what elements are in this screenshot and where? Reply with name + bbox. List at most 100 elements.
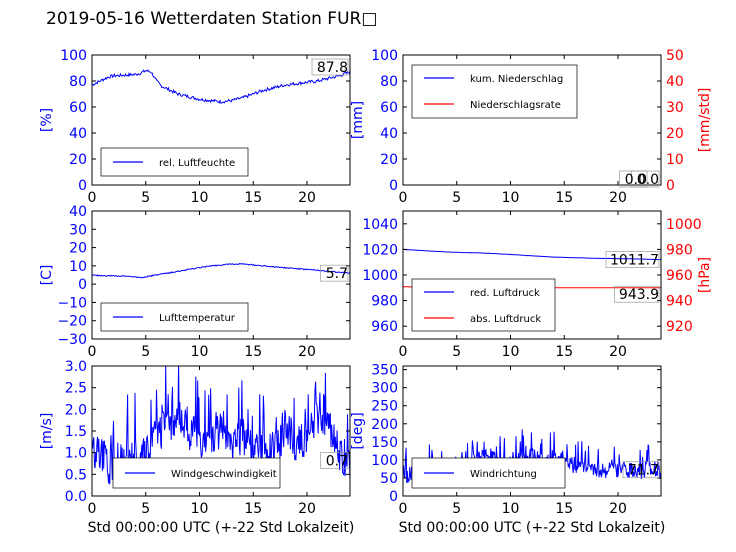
- current-value-label-box: [605, 251, 660, 268]
- y-tick-label: 200: [371, 417, 398, 433]
- y-tick-label: 20: [69, 241, 87, 257]
- x-tick-label: 10: [191, 501, 209, 517]
- chart-pressure: 0 5 10 15 20 960 980 1000 1020 1040 920 940 960 980 10…: [362, 210, 713, 360]
- y-tick-label: 20: [69, 152, 87, 168]
- y-tick-label: 40: [69, 204, 87, 220]
- plot-frame: [91, 54, 351, 186]
- y-axis-label: [C]: [39, 265, 55, 286]
- x-tick-label: 5: [141, 344, 150, 360]
- y-tick-label: 10: [69, 259, 87, 275]
- legend: Windrichtung: [411, 457, 566, 489]
- series-line-windspeed-0: [92, 366, 350, 485]
- series-line-humidity-0: [92, 69, 350, 104]
- x-tick-label: 15: [244, 501, 262, 517]
- x-tick-label: 15: [555, 190, 573, 206]
- y-tick-label: 80: [380, 74, 398, 90]
- y-tick-label: 150: [371, 435, 398, 451]
- y-tick-label-right: 10: [666, 152, 684, 168]
- y-axis-label: [%]: [39, 108, 55, 132]
- chart-windspeed: 0 5 10 15 20 0.0 0.5 1.0 1.5 2.0 2.5 3.0 [m/s] Std 00…: [39, 359, 354, 536]
- legend-label: rel. Luftfeuchte: [159, 158, 235, 169]
- x-axis-label: Std 00:00:00 UTC (+-22 Std Lokalzeit): [88, 520, 355, 536]
- chart-humidity: 0 5 10 15 20 0 20 40 60 80 100 [%] 87.8 rel. Luftfeuc…: [39, 48, 351, 206]
- y-tick-label: 20: [380, 152, 398, 168]
- x-tick-label: 5: [141, 190, 150, 206]
- y-tick-label-right: 0: [666, 178, 675, 194]
- current-value-label-box: [320, 264, 349, 282]
- y-tick-label: 1.5: [65, 424, 87, 440]
- y-tick-label: 0: [78, 178, 87, 194]
- y-axis-label: [mm]: [350, 101, 366, 139]
- y-tick-label: 0: [78, 277, 87, 293]
- current-value-label-box: [311, 58, 349, 76]
- x-tick-label: 10: [191, 190, 209, 206]
- current-value-label: 0.0: [637, 172, 659, 188]
- y-tick-label: 100: [371, 453, 398, 469]
- y-axis-label-right: [hPa]: [697, 257, 713, 293]
- y-tick-label: 1040: [362, 217, 398, 233]
- y-tick-label: 350: [371, 363, 398, 379]
- current-value-label-box: [320, 451, 349, 469]
- x-tick-label: 15: [555, 501, 573, 517]
- y-tick-label-right: 940: [666, 294, 693, 310]
- x-tick-label: 10: [502, 501, 520, 517]
- y-tick-label: 0.5: [65, 467, 87, 483]
- y-tick-label: 100: [60, 48, 87, 64]
- y-axis-label: [deg]: [350, 412, 366, 449]
- x-tick-label: 0: [399, 501, 408, 517]
- legend-label: Windrichtung: [470, 469, 537, 480]
- y-tick-label: −30: [57, 332, 87, 348]
- x-tick-label: 10: [502, 344, 520, 360]
- current-value-label: 5.7: [326, 266, 348, 282]
- legend-label: kum. Niederschlag: [470, 74, 563, 85]
- current-value-label-right-box: [619, 170, 648, 188]
- current-value-label: 1011.7: [610, 253, 659, 269]
- current-value-label-right: 943.9: [619, 287, 659, 303]
- legend: kum. Niederschlag Niederschlagsrate: [411, 64, 578, 119]
- y-tick-label: 50: [380, 471, 398, 487]
- y-tick-label: 40: [380, 126, 398, 142]
- x-tick-label: 20: [298, 344, 316, 360]
- y-tick-label: 3.0: [65, 359, 87, 375]
- y-tick-label: 250: [371, 399, 398, 415]
- y-tick-label: 1.0: [65, 446, 87, 462]
- chart-temperature: 0 5 10 15 20 −30 −20 −10 0 10 20 30 40 [C] 5.7 Lufttemp…: [39, 204, 351, 360]
- y-tick-label: 300: [371, 381, 398, 397]
- legend-label: Windgeschwindigkeit: [171, 469, 277, 480]
- y-tick-label-right: 960: [666, 268, 693, 284]
- y-tick-label: 0: [389, 178, 398, 194]
- y-axis-label: [m/s]: [39, 413, 55, 450]
- y-tick-label: 100: [371, 48, 398, 64]
- y-tick-label: 60: [380, 100, 398, 116]
- x-tick-label: 10: [191, 344, 209, 360]
- x-tick-label: 5: [452, 501, 461, 517]
- x-tick-label: 0: [88, 344, 97, 360]
- y-tick-label: 980: [371, 294, 398, 310]
- legend-label: abs. Luftdruck: [470, 314, 541, 325]
- chart-precipitation: 0 5 10 15 20 0 20 40 60 80 100 0 10 20 30 40 50 [mm] [mm/s…: [350, 48, 713, 206]
- legend-box: [411, 278, 556, 332]
- y-tick-label-right: 20: [666, 126, 684, 142]
- plot-frame: [402, 365, 662, 497]
- y-tick-label-right: 30: [666, 100, 684, 116]
- x-tick-label: 5: [452, 190, 461, 206]
- plot-frame: [91, 210, 351, 340]
- x-tick-label: 20: [609, 344, 627, 360]
- y-tick-label-right: 980: [666, 242, 693, 258]
- y-tick-label-right: 1000: [666, 217, 702, 233]
- x-tick-label: 5: [141, 501, 150, 517]
- y-tick-label: 0: [389, 489, 398, 505]
- x-tick-label: 0: [88, 501, 97, 517]
- y-tick-label: −10: [57, 295, 87, 311]
- x-tick-label: 15: [244, 344, 262, 360]
- current-value-label: 0.7: [326, 453, 348, 469]
- plot-frame: [402, 54, 662, 186]
- y-tick-label: 30: [69, 222, 87, 238]
- x-tick-label: 10: [502, 190, 520, 206]
- x-tick-label: 15: [244, 190, 262, 206]
- y-tick-label: 1020: [362, 242, 398, 258]
- legend-label: red. Luftdruck: [470, 288, 540, 299]
- current-value-label-box: [622, 461, 660, 479]
